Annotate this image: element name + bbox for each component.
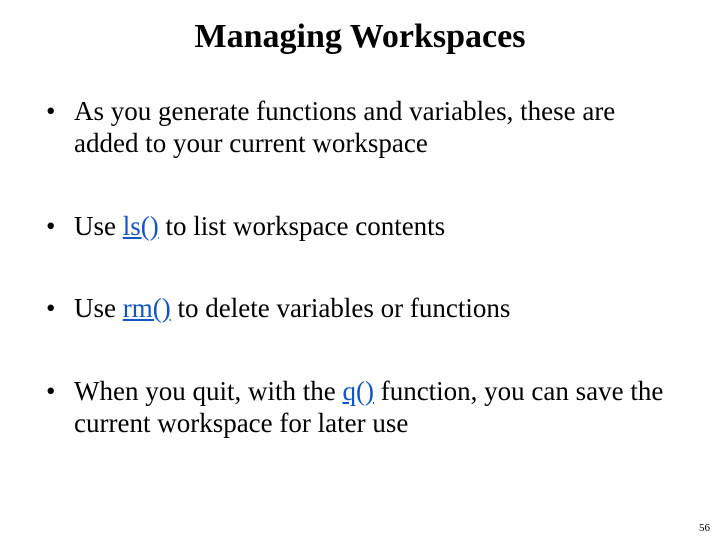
bullet-text: to delete variables or functions xyxy=(171,293,511,323)
function-name: ls() xyxy=(123,211,159,241)
bullet-item: When you quit, with the q() function, yo… xyxy=(44,375,684,440)
bullet-text: to list workspace contents xyxy=(159,211,445,241)
bullet-item: Use rm() to delete variables or function… xyxy=(44,292,684,324)
slide: Managing Workspaces As you generate func… xyxy=(0,0,720,540)
function-name: rm() xyxy=(123,293,171,323)
page-number: 56 xyxy=(699,522,710,534)
function-name: q() xyxy=(342,376,373,406)
slide-title: Managing Workspaces xyxy=(0,18,720,56)
bullet-text: Use xyxy=(74,211,123,241)
bullet-item: As you generate functions and variables,… xyxy=(44,95,684,160)
bullet-text: Use xyxy=(74,293,123,323)
bullet-list: As you generate functions and variables,… xyxy=(44,95,684,439)
bullet-item: Use ls() to list workspace contents xyxy=(44,210,684,242)
slide-body: As you generate functions and variables,… xyxy=(44,95,684,489)
bullet-text: As you generate functions and variables,… xyxy=(74,96,615,158)
bullet-text: When you quit, with the xyxy=(74,376,342,406)
